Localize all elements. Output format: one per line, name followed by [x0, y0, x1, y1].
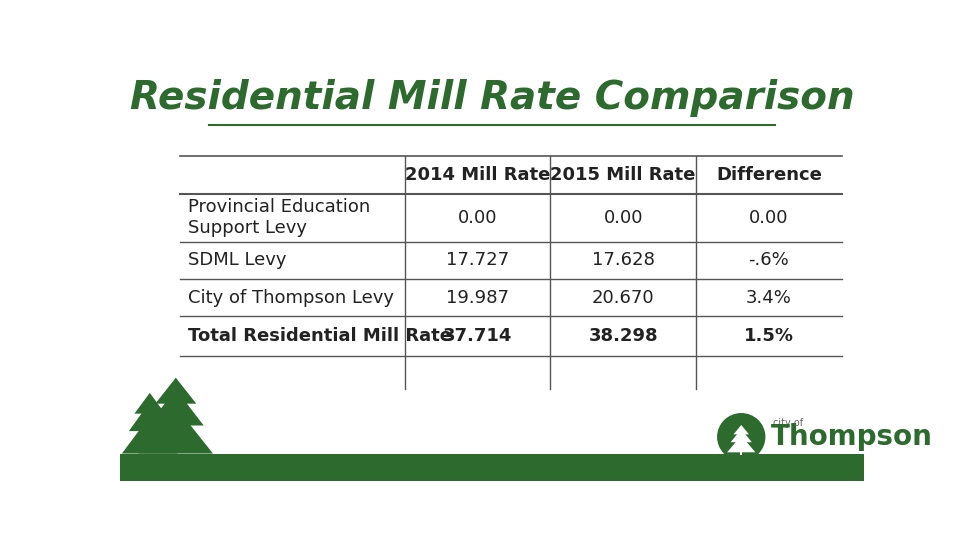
Polygon shape — [727, 435, 756, 453]
Text: Provincial Education
Support Levy: Provincial Education Support Levy — [188, 198, 371, 237]
Polygon shape — [156, 377, 196, 404]
Text: 0.00: 0.00 — [604, 208, 643, 227]
Text: 17.628: 17.628 — [591, 251, 655, 269]
Text: 2015 Mill Rate: 2015 Mill Rate — [550, 166, 696, 184]
Text: Thompson: Thompson — [771, 423, 933, 451]
Text: Residential Mill Rate Comparison: Residential Mill Rate Comparison — [130, 79, 854, 117]
Text: Total Residential Mill Rate: Total Residential Mill Rate — [188, 327, 452, 345]
Text: 0.00: 0.00 — [749, 208, 788, 227]
Polygon shape — [148, 389, 204, 426]
Polygon shape — [134, 393, 165, 414]
Text: 37.714: 37.714 — [443, 327, 513, 345]
Ellipse shape — [717, 413, 765, 461]
Polygon shape — [129, 402, 171, 431]
Bar — [740, 453, 742, 455]
Text: 20.670: 20.670 — [592, 289, 655, 307]
Text: 38.298: 38.298 — [588, 327, 658, 345]
Bar — [173, 454, 179, 462]
Text: Difference: Difference — [716, 166, 822, 184]
Text: city of: city of — [773, 418, 804, 428]
Text: 3.4%: 3.4% — [746, 289, 792, 307]
Text: -.6%: -.6% — [749, 251, 789, 269]
Text: 1.5%: 1.5% — [744, 327, 794, 345]
Text: SDML Levy: SDML Levy — [188, 251, 287, 269]
Bar — [148, 454, 152, 460]
Polygon shape — [733, 425, 749, 434]
Polygon shape — [138, 407, 213, 454]
Text: 17.727: 17.727 — [446, 251, 509, 269]
Polygon shape — [122, 416, 178, 454]
Text: 0.00: 0.00 — [458, 208, 497, 227]
Text: City of Thompson Levy: City of Thompson Levy — [188, 289, 395, 307]
Text: 2014 Mill Rate: 2014 Mill Rate — [405, 166, 550, 184]
Bar — [120, 454, 864, 481]
Polygon shape — [731, 429, 752, 442]
Text: 19.987: 19.987 — [446, 289, 509, 307]
